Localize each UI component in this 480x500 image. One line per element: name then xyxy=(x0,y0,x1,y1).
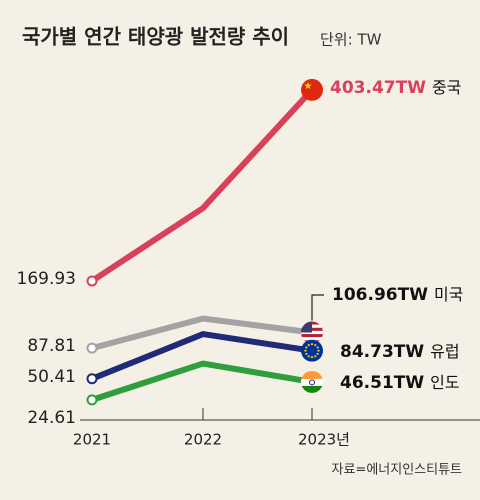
flag-band xyxy=(301,378,323,386)
chart-subtitle: 단위: TW xyxy=(320,31,382,49)
legend-name: 유럽 xyxy=(430,342,459,361)
x-tick-label: 2023년 xyxy=(298,431,350,449)
flag-star xyxy=(317,349,320,352)
flag-band xyxy=(301,370,323,379)
y-tick-label: 169.93 xyxy=(17,269,76,289)
flag-body xyxy=(301,370,323,393)
flag-star xyxy=(307,355,310,358)
end-label: 106.96TW 미국 xyxy=(332,285,463,306)
line xyxy=(90,87,315,284)
flag-body xyxy=(301,339,323,362)
line xyxy=(91,360,313,403)
end-value-label: 46.51TW xyxy=(340,373,424,393)
flag-stripe xyxy=(301,334,323,338)
end-label: 84.73TW 유럽 xyxy=(340,342,460,363)
start-marker xyxy=(86,373,98,385)
y-tick-label: 87.81 xyxy=(27,336,76,356)
end-value-label: 106.96TW xyxy=(332,285,428,305)
flag-star xyxy=(304,81,312,90)
flag-star xyxy=(304,349,307,352)
flag-wheel xyxy=(309,379,315,386)
end-value-label: 84.73TW xyxy=(340,342,424,362)
flag-star xyxy=(316,352,319,356)
flag xyxy=(301,78,323,101)
flag-star xyxy=(307,343,310,347)
chart-title: 국가별 연간 태양광 발전량 추이 xyxy=(22,25,289,49)
leader-line xyxy=(311,294,324,321)
flag-body xyxy=(301,78,323,101)
flag-star xyxy=(314,355,317,358)
y-tick-label: 50.41 xyxy=(27,367,76,387)
end-label: 46.51TW 인도 xyxy=(340,373,460,394)
start-marker xyxy=(86,275,98,287)
y-tick-label: 24.61 xyxy=(27,408,76,428)
legend-name: 중국 xyxy=(432,78,461,97)
flag-star xyxy=(305,352,308,356)
source: 자료=에너지인스티튜트 xyxy=(332,463,463,478)
flag-canton xyxy=(301,321,312,333)
x-tick-label: 2022 xyxy=(184,431,222,449)
end-value-label: 403.47TW xyxy=(330,78,426,98)
x-tick-label: 2021 xyxy=(73,431,111,449)
start-marker xyxy=(86,342,98,354)
flag-star xyxy=(316,346,319,349)
flag-field xyxy=(301,78,323,101)
end-label: 403.47TW 중국 xyxy=(330,78,461,99)
flag-star xyxy=(305,346,308,349)
flag xyxy=(301,370,323,393)
flag-stripe xyxy=(301,337,323,341)
flag xyxy=(301,339,323,362)
legend-name: 미국 xyxy=(434,285,463,304)
legend-name: 인도 xyxy=(430,373,459,392)
flag-star xyxy=(310,356,314,359)
flag-star xyxy=(310,343,314,346)
flag-field xyxy=(301,339,323,362)
start-marker xyxy=(86,394,98,406)
line xyxy=(91,315,313,352)
line xyxy=(90,331,313,382)
flag-star xyxy=(314,343,317,347)
flag-band xyxy=(301,385,323,393)
